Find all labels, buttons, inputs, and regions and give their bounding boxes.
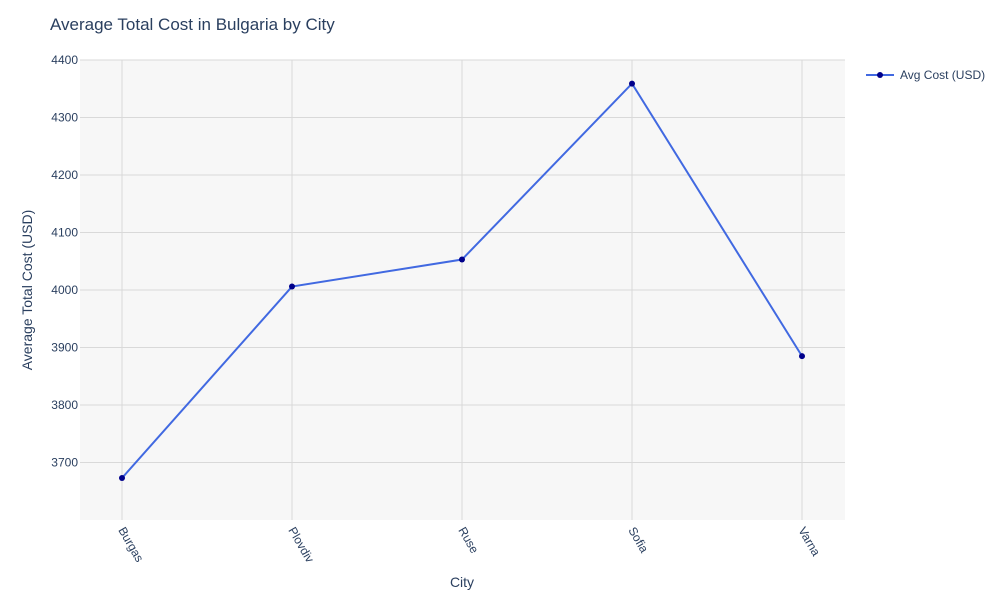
y-axis-ticks: 3700 3800 3900 4000 4100 4200 4300 4400 xyxy=(51,53,78,470)
y-tick-label: 4400 xyxy=(51,53,78,67)
series-layer xyxy=(119,80,805,482)
y-tick-label: 3800 xyxy=(51,398,78,412)
grid-lines xyxy=(80,59,845,520)
y-tick-label: 3900 xyxy=(51,341,78,355)
data-point[interactable] xyxy=(459,256,465,263)
x-axis-ticks: Burgas Plovdiv Ruse Sofia Varna xyxy=(115,525,823,566)
x-tick-label: Varna xyxy=(795,525,823,559)
x-tick-label: Ruse xyxy=(455,525,481,557)
y-tick-label: 4100 xyxy=(51,226,78,240)
x-axis-title: City xyxy=(450,574,474,590)
y-axis-title: Average Total Cost (USD) xyxy=(19,210,35,371)
y-tick-label: 4200 xyxy=(51,168,78,182)
legend[interactable]: Avg Cost (USD) xyxy=(866,68,985,82)
y-tick-label: 4300 xyxy=(51,111,78,125)
y-tick-label: 4000 xyxy=(51,283,78,297)
legend-marker-swatch xyxy=(877,72,883,78)
data-point[interactable] xyxy=(289,283,295,290)
y-tick-label: 3700 xyxy=(51,456,78,470)
x-tick-label: Burgas xyxy=(115,525,146,565)
chart-title: Average Total Cost in Bulgaria by City xyxy=(50,15,335,34)
legend-label: Avg Cost (USD) xyxy=(900,68,985,82)
x-tick-label: Sofia xyxy=(625,525,651,556)
x-tick-label: Plovdiv xyxy=(285,525,316,566)
data-point[interactable] xyxy=(799,353,805,360)
data-point[interactable] xyxy=(629,80,635,87)
data-point[interactable] xyxy=(119,475,125,482)
